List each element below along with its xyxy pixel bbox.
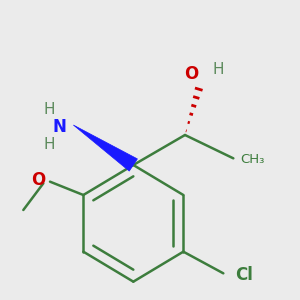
Text: O: O — [31, 171, 45, 189]
Text: H: H — [213, 62, 224, 77]
Text: O: O — [184, 65, 198, 83]
Polygon shape — [73, 125, 137, 171]
Text: Cl: Cl — [235, 266, 253, 284]
Text: CH₃: CH₃ — [240, 154, 264, 166]
Text: H: H — [44, 102, 55, 117]
Text: N: N — [52, 118, 66, 136]
Text: H: H — [44, 137, 55, 152]
